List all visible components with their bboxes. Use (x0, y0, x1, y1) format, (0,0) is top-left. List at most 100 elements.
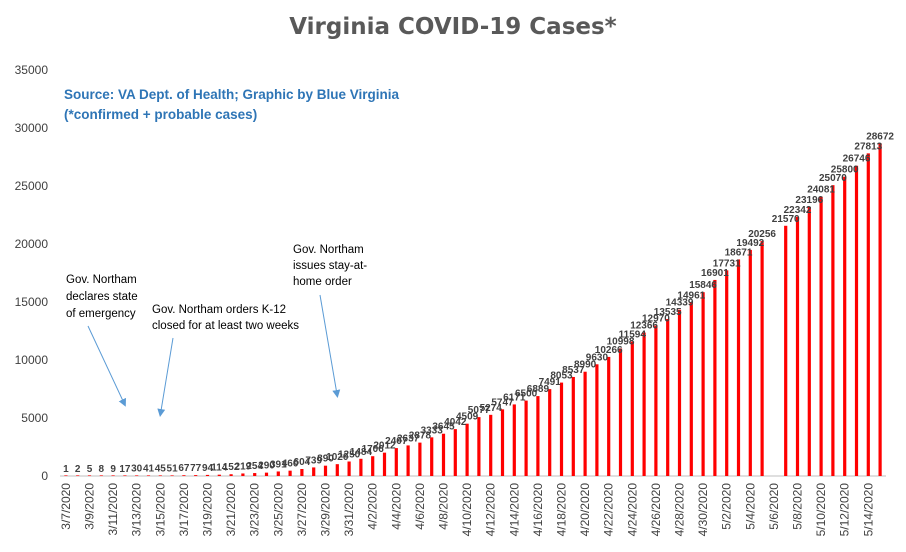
bar-4-13-2020 (500, 409, 505, 476)
bar-4-3-2020 (382, 452, 387, 476)
data-label: 67 (178, 463, 190, 474)
bar-3-28-2020 (312, 467, 316, 476)
data-label: 1706 (362, 444, 385, 455)
data-label: 890 (317, 454, 334, 465)
bar-5-12-2020 (843, 176, 847, 476)
annotation-text: issues stay-at- (293, 260, 367, 272)
bar-5-7-2020 (784, 225, 788, 476)
bar-4-1-2020 (359, 458, 363, 476)
data-label: 9 (110, 464, 116, 475)
x-tick-label: 3/7/2020 (59, 483, 73, 530)
bar-4-17-2020 (548, 389, 552, 476)
y-tick-label: 30000 (15, 121, 49, 135)
data-label: 28672 (866, 131, 894, 142)
x-tick-label: 3/31/2020 (342, 483, 356, 537)
data-label: 8053 (550, 371, 573, 382)
data-label: 152 (223, 462, 240, 473)
bars (64, 143, 882, 477)
x-tick-label: 4/4/2020 (389, 483, 403, 530)
bar-4-12-2020 (489, 414, 493, 476)
bar-3-8-2020 (76, 475, 80, 476)
bar-3-14-2020 (146, 475, 151, 476)
bar-5-5-2020 (760, 241, 764, 476)
bar-4-2-2020 (371, 456, 375, 476)
data-label: 2878 (409, 431, 432, 442)
x-tick-label: 4/18/2020 (555, 483, 569, 537)
x-tick-label: 4/28/2020 (673, 483, 687, 537)
bar-3-18-2020 (194, 475, 198, 476)
data-label: 6500 (515, 389, 538, 400)
bar-3-12-2020 (123, 475, 127, 476)
y-tick-label: 25000 (15, 179, 49, 193)
bar-3-16-2020 (170, 475, 174, 476)
bar-4-28-2020 (677, 309, 682, 476)
annotation-text: Gov. Northam orders K-12 (152, 304, 286, 316)
data-label: 254 (246, 461, 263, 472)
data-label: 6889 (527, 384, 550, 395)
bar-3-15-2020 (158, 475, 162, 476)
data-label: 16901 (701, 268, 729, 279)
data-label: 1 (63, 464, 69, 475)
bar-4-26-2020 (654, 325, 658, 476)
x-axis: 3/7/2020 3/9/2020 3/11/2020 3/13/2020 3/15/2… (59, 475, 886, 537)
bar-3-10-2020 (99, 475, 103, 476)
y-tick-label: 20000 (15, 237, 49, 251)
data-label: 27813 (854, 141, 882, 152)
data-label: 13535 (654, 307, 682, 318)
bar-4-21-2020 (595, 364, 599, 476)
data-label: 8990 (574, 360, 597, 371)
annotation-text: Gov. Northam (293, 244, 364, 256)
x-tick-label: 3/23/2020 (248, 483, 262, 537)
y-tick-label: 10000 (15, 353, 49, 367)
data-label: 25070 (819, 173, 847, 184)
data-label: 21570 (772, 214, 800, 225)
x-tick-label: 3/9/2020 (83, 483, 97, 530)
annotation-text: Gov. Northam (66, 274, 137, 286)
x-tick-label: 4/14/2020 (507, 483, 521, 537)
bar-3-27-2020 (300, 468, 304, 476)
bar-3-11-2020 (111, 475, 115, 476)
data-label: 15846 (689, 280, 717, 291)
bar-4-25-2020 (642, 332, 646, 476)
data-label: 5747 (491, 397, 514, 408)
data-label: 2012 (373, 441, 396, 452)
data-label: 6171 (503, 392, 526, 403)
data-label: 77 (190, 463, 202, 474)
data-label: 391 (270, 459, 287, 470)
data-label: 94 (202, 463, 214, 474)
bar-3-22-2020 (241, 473, 245, 476)
y-axis: 0 5000 10000 15000 20000 25000 30000 35000 (15, 63, 49, 483)
data-label: 460 (282, 459, 299, 470)
bar-3-13-2020 (135, 475, 139, 476)
x-tick-label: 4/20/2020 (578, 483, 592, 537)
y-tick-label: 35000 (15, 63, 49, 77)
annotations: Gov. Northam declares state of emergency Go… (66, 244, 367, 417)
annotation-text: closed for at least two weeks (152, 320, 299, 332)
data-label: 5 (87, 464, 93, 475)
bar-4-29-2020 (689, 302, 693, 476)
x-tick-label: 4/10/2020 (460, 483, 474, 537)
bar-4-4-2020 (394, 448, 398, 476)
data-label: 7491 (539, 377, 562, 388)
data-label: 1020 (326, 452, 349, 463)
x-tick-label: 5/2/2020 (720, 483, 734, 530)
bar-4-23-2020 (618, 348, 623, 476)
bar-4-15-2020 (524, 400, 528, 476)
annotation-text: of emergency (66, 308, 136, 320)
annotation-text: declares state (66, 291, 138, 303)
data-label: 12366 (630, 321, 658, 332)
bar-4-24-2020 (630, 341, 634, 476)
data-label: 12970 (642, 314, 670, 325)
data-label: 26746 (843, 154, 871, 165)
x-tick-label: 5/4/2020 (743, 483, 757, 530)
x-tick-label: 5/10/2020 (814, 483, 828, 537)
x-tick-label: 3/29/2020 (319, 483, 333, 537)
data-label: 23196 (795, 195, 823, 206)
bar-5-3-2020 (736, 259, 741, 476)
annotation-text: home order (293, 276, 352, 288)
data-label: 2407 (385, 436, 408, 447)
data-label: 17731 (713, 258, 741, 269)
data-label: 14339 (666, 298, 694, 309)
data-label: 2 (75, 464, 81, 475)
